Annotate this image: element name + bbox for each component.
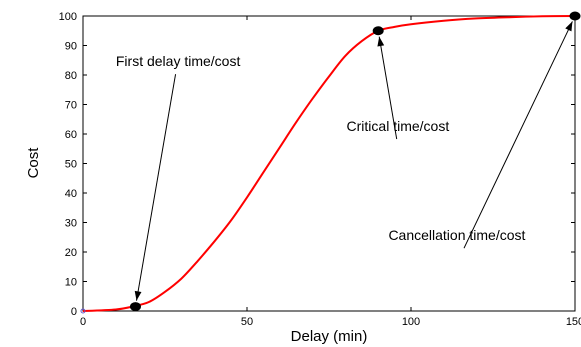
y-tick-label: 10 bbox=[65, 277, 77, 289]
annotation-arrow bbox=[136, 74, 177, 301]
key-point-marker bbox=[129, 302, 141, 312]
annotation-arrow bbox=[463, 21, 573, 249]
key-point-marker bbox=[569, 11, 581, 21]
y-tick-label: 20 bbox=[65, 247, 77, 259]
y-tick-label: 70 bbox=[65, 100, 77, 112]
x-tick-label: 150 bbox=[566, 316, 581, 328]
x-axis-ticks: 0 50 100 150 bbox=[80, 16, 581, 328]
annotation-arrowhead bbox=[134, 290, 142, 301]
annotation-label: First delay time/cost bbox=[116, 53, 241, 69]
x-tick-label: 50 bbox=[241, 316, 253, 328]
plot-area bbox=[82, 15, 576, 312]
annotation-arrowhead bbox=[565, 21, 573, 32]
y-tick-label: 60 bbox=[65, 129, 77, 141]
annotation-arrowhead bbox=[377, 36, 385, 47]
y-tick-label: 40 bbox=[65, 188, 77, 200]
x-tick-label: 100 bbox=[402, 316, 420, 328]
y-axis-label: Cost bbox=[25, 147, 42, 179]
y-axis-ticks: 0 10 20 30 40 50 60 70 80 90 100 bbox=[59, 11, 575, 318]
x-axis-label: Delay (min) bbox=[291, 328, 368, 345]
key-point-marker bbox=[372, 26, 384, 36]
y-tick-label: 0 bbox=[71, 306, 77, 318]
origin-marker bbox=[80, 308, 86, 314]
y-tick-label: 100 bbox=[59, 11, 77, 23]
y-tick-label: 30 bbox=[65, 218, 77, 230]
key-points bbox=[80, 11, 581, 314]
x-tick-label: 0 bbox=[80, 316, 86, 328]
annotation-arrow bbox=[378, 36, 398, 140]
cost-curve bbox=[82, 15, 576, 312]
y-tick-label: 80 bbox=[65, 70, 77, 82]
y-tick-label: 90 bbox=[65, 41, 77, 53]
annotation-label: Critical time/cost bbox=[347, 118, 450, 134]
annotation-label: Cancellation time/cost bbox=[388, 227, 525, 243]
annotations: First delay time/cost Critical time/cost C… bbox=[116, 21, 573, 301]
y-tick-label: 50 bbox=[65, 159, 77, 171]
